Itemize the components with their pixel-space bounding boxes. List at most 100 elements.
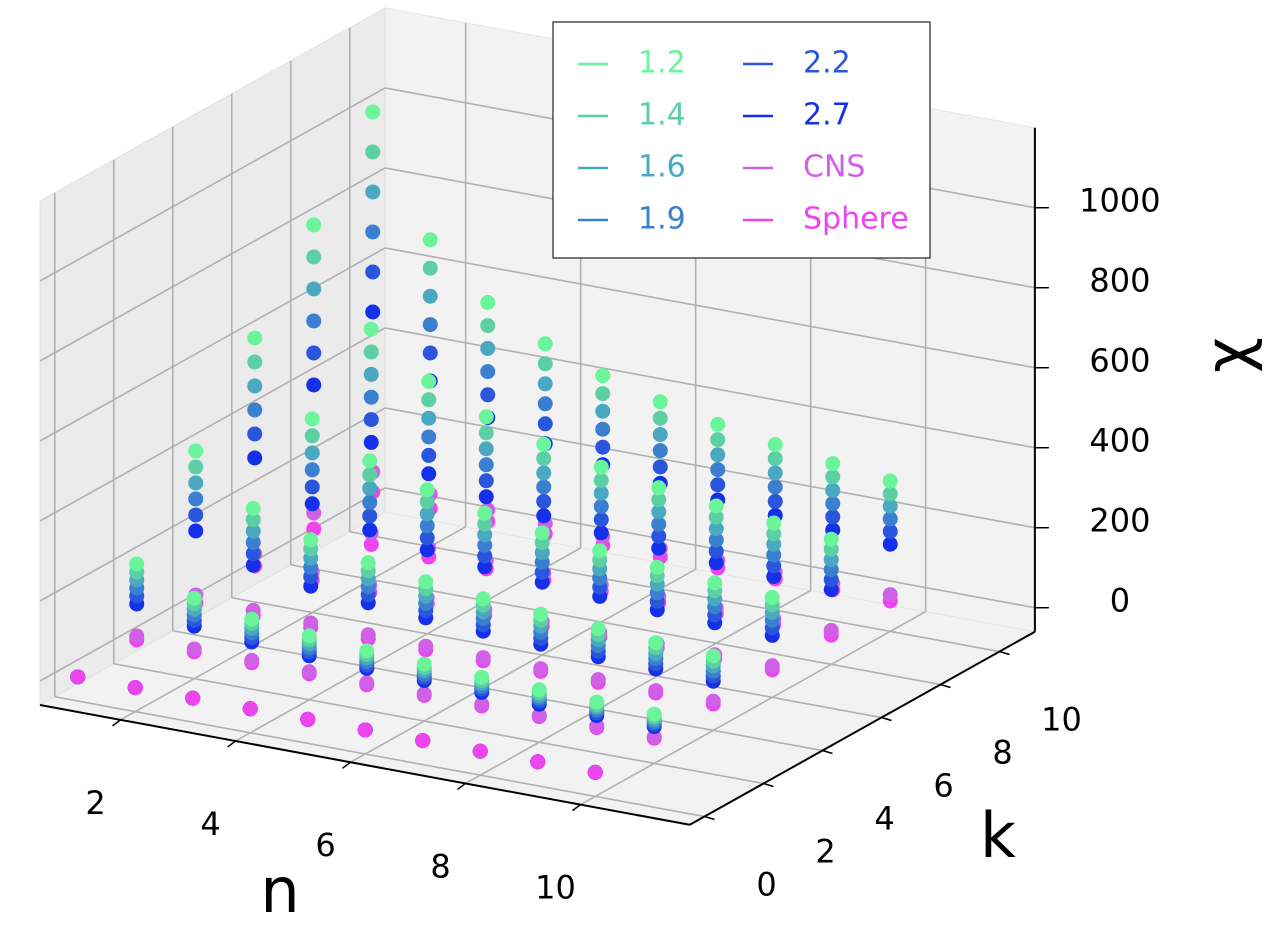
point — [304, 462, 320, 478]
point — [362, 494, 378, 510]
point — [306, 281, 322, 297]
point — [360, 627, 376, 643]
point — [649, 559, 665, 575]
point — [708, 498, 724, 514]
point — [129, 556, 145, 572]
point — [533, 661, 549, 677]
point — [127, 680, 143, 696]
point — [422, 260, 438, 276]
point — [882, 498, 898, 514]
point — [247, 378, 263, 394]
point — [710, 477, 726, 493]
y-tick — [999, 650, 1010, 656]
point — [422, 345, 438, 361]
point — [362, 480, 378, 496]
y-tick — [704, 815, 715, 821]
point — [365, 144, 381, 160]
legend-label: Sphere — [803, 202, 909, 237]
point — [710, 462, 726, 478]
point — [767, 437, 783, 453]
point — [478, 473, 494, 489]
point — [478, 457, 494, 473]
point — [244, 652, 260, 668]
point — [306, 313, 322, 329]
point — [593, 485, 609, 501]
point — [362, 453, 378, 469]
point — [593, 459, 609, 475]
point — [536, 451, 552, 467]
point — [593, 498, 609, 514]
legend-label: 1.2 — [638, 46, 686, 81]
point — [415, 733, 431, 749]
point — [188, 523, 204, 539]
point — [589, 718, 605, 734]
point — [304, 445, 320, 461]
point — [419, 506, 435, 522]
point — [362, 508, 378, 524]
point — [536, 436, 552, 452]
grid-line — [231, 596, 882, 719]
x-tick-label: 2 — [85, 784, 105, 822]
point — [882, 511, 898, 527]
grid-line — [113, 662, 764, 785]
point — [421, 392, 437, 408]
z-axis-label: χ — [1191, 337, 1264, 373]
point — [188, 491, 204, 507]
x-tick-label: 10 — [535, 869, 576, 907]
y-tick-label: 2 — [815, 833, 835, 871]
point — [304, 428, 320, 444]
point — [418, 638, 434, 654]
x-tick — [112, 719, 121, 727]
grid-line — [290, 563, 941, 686]
point — [422, 288, 438, 304]
point — [652, 410, 668, 426]
legend-label: 2.7 — [803, 98, 851, 133]
point — [825, 456, 841, 472]
z-tick-label: 1000 — [1079, 182, 1160, 220]
point — [419, 494, 435, 510]
point — [823, 622, 839, 638]
point — [592, 543, 608, 559]
point — [825, 509, 841, 525]
legend-label: 1.4 — [638, 98, 686, 133]
point — [590, 621, 606, 637]
y-tick — [822, 749, 833, 755]
x-tick — [227, 740, 236, 748]
point — [301, 664, 317, 680]
point — [537, 416, 553, 432]
grid-line — [120, 526, 467, 721]
point — [882, 587, 898, 603]
point — [595, 439, 611, 455]
point — [421, 447, 437, 463]
point — [477, 516, 493, 532]
grid-line — [39, 87, 386, 282]
point — [306, 217, 322, 233]
x-tick — [457, 782, 466, 791]
y-tick — [763, 782, 774, 788]
y-axis-label: k — [980, 799, 1016, 872]
point — [419, 518, 435, 534]
point — [247, 426, 263, 442]
point — [363, 434, 379, 450]
legend-label: 2.2 — [803, 46, 851, 81]
point — [359, 643, 375, 659]
point — [360, 555, 376, 571]
point — [365, 264, 381, 280]
point — [303, 615, 319, 631]
point — [595, 421, 611, 437]
point — [306, 249, 322, 265]
point — [825, 496, 841, 512]
point — [480, 340, 496, 356]
grid-line — [172, 629, 823, 752]
grid-line — [54, 695, 705, 818]
grid-line — [39, 327, 386, 522]
y-tick — [881, 716, 892, 722]
point — [764, 658, 780, 674]
axis-line — [689, 630, 1036, 826]
point — [359, 675, 375, 691]
legend-box — [552, 21, 931, 259]
point — [587, 764, 603, 780]
point — [766, 569, 782, 585]
point — [185, 690, 201, 706]
x-tick — [342, 761, 351, 769]
